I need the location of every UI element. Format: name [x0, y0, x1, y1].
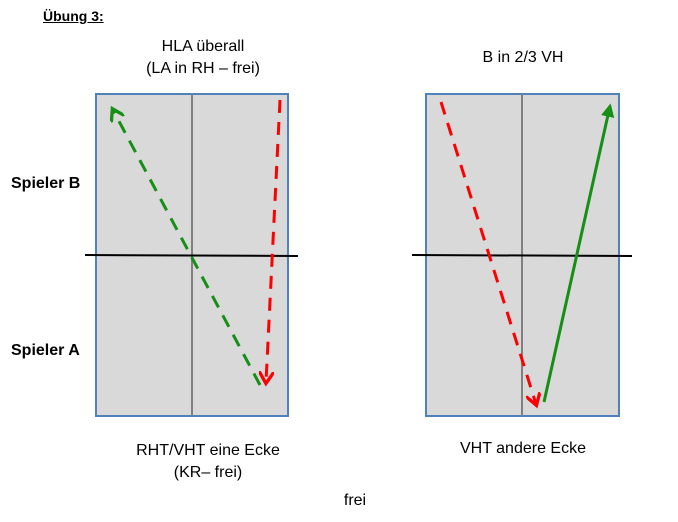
bottom-caption: frei [343, 492, 367, 509]
left-green-dashed-arrow [113, 110, 262, 386]
right-court-bottom-caption: VHT andere Ecke [460, 440, 586, 457]
left-court-bottom-caption-line2: (KR– frei) [173, 464, 243, 481]
exercise-title: Übung 3: [43, 8, 104, 24]
left-court-top-caption: HLA überall (LA in RH – frei) [103, 36, 303, 80]
left-table-net [84, 254, 299, 257]
right-table [411, 93, 633, 417]
left-court-top-caption-line1: HLA überall [161, 38, 245, 55]
right-red-dashed-arrow [439, 101, 536, 404]
left-court-bottom-caption-line1: RHT/VHT eine Ecke [136, 442, 280, 459]
left-red-dashed-arrow [266, 99, 282, 382]
right-table-net [411, 254, 633, 257]
right-green-solid-arrow [542, 103, 615, 403]
right-court-top-caption: B in 2/3 VH [482, 49, 564, 66]
left-court-top-caption-line2: (LA in RH – frei) [146, 60, 260, 77]
left-court-bottom-caption: RHT/VHT eine Ecke (KR– frei) [95, 440, 321, 484]
player-b-label: Spieler B [11, 175, 81, 192]
player-a-label: Spieler A [11, 342, 80, 359]
left-table [84, 93, 299, 417]
